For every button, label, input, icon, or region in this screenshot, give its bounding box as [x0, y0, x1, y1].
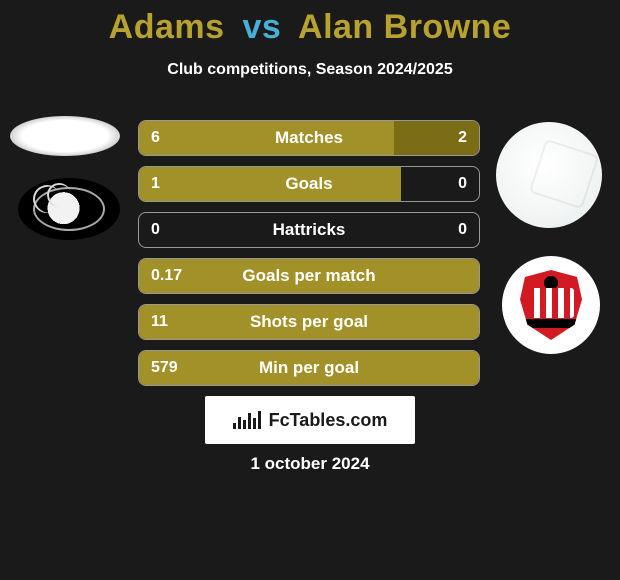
club-badge-left	[18, 178, 120, 240]
stat-label: Goals per match	[139, 259, 479, 293]
date-label: 1 october 2024	[0, 454, 620, 474]
player-left-avatar	[10, 116, 120, 156]
stat-row: 0.17Goals per match	[138, 258, 480, 294]
stat-row: 579Min per goal	[138, 350, 480, 386]
bars-icon	[233, 411, 261, 429]
stat-label: Min per goal	[139, 351, 479, 385]
brand-label: FcTables.com	[269, 410, 388, 431]
stats-chart: 62Matches 10Goals 00Hattricks 0.17Goals per…	[138, 120, 480, 396]
title-player-left: Adams	[109, 8, 225, 46]
stat-label: Goals	[139, 167, 479, 201]
subtitle: Club competitions, Season 2024/2025	[0, 61, 620, 79]
ram-icon	[33, 187, 105, 231]
title-vs: vs	[243, 8, 282, 46]
club-badge-right	[502, 256, 600, 354]
stat-row: 11Shots per goal	[138, 304, 480, 340]
brand-badge: FcTables.com	[205, 396, 415, 444]
stat-label: Hattricks	[139, 213, 479, 247]
comparison-title: Adams vs Alan Browne	[0, 0, 620, 47]
title-player-right: Alan Browne	[298, 8, 511, 46]
stat-label: Shots per goal	[139, 305, 479, 339]
shield-icon	[520, 270, 582, 340]
player-right-avatar	[496, 122, 602, 228]
stat-row: 00Hattricks	[138, 212, 480, 248]
stat-label: Matches	[139, 121, 479, 155]
stat-row: 10Goals	[138, 166, 480, 202]
stat-row: 62Matches	[138, 120, 480, 156]
